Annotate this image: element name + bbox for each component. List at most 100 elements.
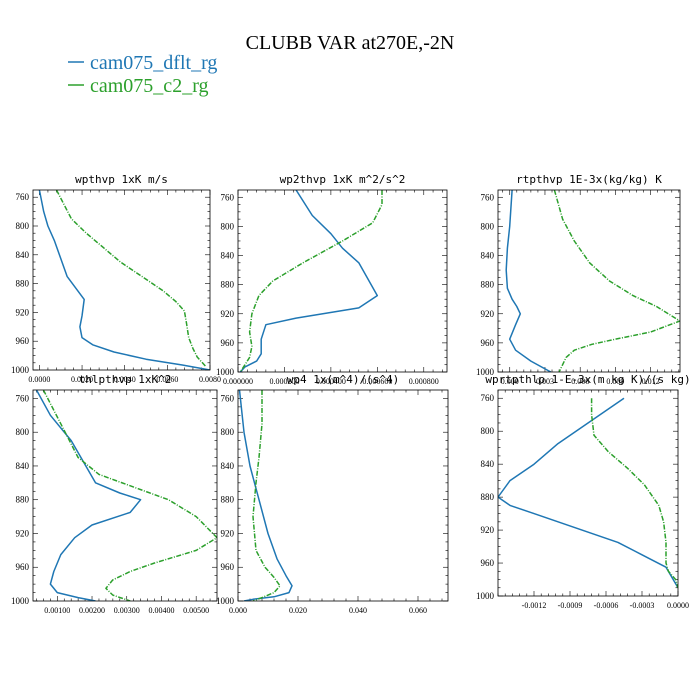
x-tick-label: 0.000800 bbox=[409, 377, 439, 386]
legend-label-c2: cam075_c2_rg bbox=[90, 75, 209, 97]
x-tick-label: 0.000400 bbox=[316, 377, 346, 386]
x-tick-label: 0.00100 bbox=[44, 606, 70, 615]
series-line-dflt bbox=[38, 190, 210, 370]
y-tick-label: 800 bbox=[16, 221, 30, 231]
y-tick-label: 800 bbox=[481, 426, 495, 436]
panel-title: wp4 1x(m^4)/(s^4) bbox=[287, 373, 400, 386]
plot-frame bbox=[497, 389, 679, 597]
legend: cam075_dflt_rg cam075_c2_rg bbox=[68, 52, 217, 97]
y-tick-label: 920 bbox=[16, 528, 30, 538]
y-tick-label: 920 bbox=[481, 309, 495, 319]
y-tick-label: 760 bbox=[481, 192, 495, 202]
y-tick-label: 840 bbox=[481, 459, 495, 469]
series-line-dflt bbox=[498, 397, 678, 589]
series-line-dflt bbox=[35, 390, 142, 601]
y-tick-label: 840 bbox=[221, 461, 235, 471]
x-tick-label: 0.00200 bbox=[79, 606, 105, 615]
plot-frame bbox=[497, 189, 681, 373]
y-tick-label: 960 bbox=[481, 338, 495, 348]
y-tick-label: 840 bbox=[481, 251, 495, 261]
x-tick-label: -0.0003 bbox=[630, 601, 655, 610]
y-tick-label: 920 bbox=[221, 309, 235, 319]
series-line-c2 bbox=[239, 190, 383, 372]
x-tick-label: 0.0000 bbox=[28, 375, 50, 384]
plot-frame bbox=[237, 389, 449, 602]
x-tick-label: 0.020 bbox=[289, 606, 307, 615]
y-tick-label: 840 bbox=[16, 250, 30, 260]
y-tick-label: 840 bbox=[221, 251, 235, 261]
y-tick-label: 960 bbox=[221, 338, 235, 348]
panel-title: wpthvp 1xK m/s bbox=[75, 173, 168, 186]
figure-title: CLUBB VAR at270E,-2N bbox=[246, 32, 455, 54]
panel-6: wprtpthlp 1-E-3x(m kg K)/(s kg) 760 800 840… bbox=[476, 373, 691, 610]
panels: wpthvp 1xK m/s76080084088092096010000.00… bbox=[11, 173, 691, 615]
y-tick-label: 880 bbox=[221, 495, 235, 505]
y-tick-label: 1000 bbox=[476, 591, 495, 601]
series-line-c2 bbox=[42, 390, 217, 601]
series-line-c2 bbox=[55, 190, 207, 367]
legend-label-dflt: cam075_dflt_rg bbox=[90, 52, 217, 74]
panel-3: rtpthvp 1E-3x(kg/kg) K 760 800 840 880 920 960… bbox=[476, 173, 681, 386]
x-tick-label: 0.060 bbox=[409, 606, 427, 615]
y-tick-label: 920 bbox=[16, 307, 30, 317]
y-tick-label: 880 bbox=[481, 492, 495, 502]
y-tick-label: 960 bbox=[16, 336, 30, 346]
panel-title: rtpthvp 1E-3x(kg/kg) K bbox=[516, 173, 662, 186]
panel-5: wp4 1x(m^4)/(s^4)76080084088092096010000… bbox=[216, 373, 449, 615]
series-line-c2 bbox=[252, 390, 281, 601]
y-tick-label: 760 bbox=[221, 192, 235, 202]
y-tick-label: 880 bbox=[221, 280, 235, 290]
x-tick-label: -0.0006 bbox=[594, 601, 619, 610]
y-tick-label: 760 bbox=[481, 393, 495, 403]
y-tick-label: 800 bbox=[221, 221, 235, 231]
x-tick-label: 0.040 bbox=[349, 606, 367, 615]
x-tick-label: 0.0080 bbox=[199, 375, 221, 384]
panel-4: thlpthvp 1xK^2 760 800 840 880 920 960 1000 0.00… bbox=[11, 373, 218, 615]
plot-frame bbox=[32, 389, 218, 602]
x-tick-label: 0.0040 bbox=[114, 375, 136, 384]
series-line-dflt bbox=[505, 190, 552, 372]
series-line-dflt bbox=[239, 190, 379, 372]
x-tick-label: 0.006 bbox=[571, 377, 589, 386]
x-tick-label: 0.000000 bbox=[223, 377, 253, 386]
panel-1: wpthvp 1xK m/s76080084088092096010000.00… bbox=[11, 173, 221, 384]
x-tick-label: 0.00500 bbox=[183, 606, 209, 615]
x-tick-label: -0.0009 bbox=[558, 601, 583, 610]
x-tick-label: 0.00300 bbox=[114, 606, 140, 615]
plot-frame bbox=[237, 189, 448, 373]
y-tick-label: 1000 bbox=[476, 367, 495, 377]
x-tick-label: 0.000200 bbox=[269, 377, 299, 386]
plot-frame bbox=[32, 189, 211, 371]
x-tick-label: 0.00400 bbox=[148, 606, 174, 615]
y-tick-label: 880 bbox=[481, 280, 495, 290]
series-line-c2 bbox=[553, 190, 680, 372]
x-tick-label: 0.009 bbox=[606, 377, 624, 386]
y-tick-label: 1000 bbox=[11, 596, 30, 606]
panel-title: thlpthvp 1xK^2 bbox=[79, 373, 172, 386]
y-tick-label: 800 bbox=[16, 427, 30, 437]
y-tick-label: 1000 bbox=[216, 596, 235, 606]
y-tick-label: 760 bbox=[221, 393, 235, 403]
x-tick-label: 0.000600 bbox=[362, 377, 392, 386]
x-tick-label: 0.003 bbox=[536, 377, 554, 386]
y-tick-label: 760 bbox=[16, 393, 30, 403]
y-tick-label: 960 bbox=[16, 562, 30, 572]
y-tick-label: 920 bbox=[481, 525, 495, 535]
panel-title: wp2thvp 1xK m^2/s^2 bbox=[280, 173, 406, 186]
panel-2: wp2thvp 1xK m^2/s^2 760 800 840 880 920 960 100… bbox=[216, 173, 448, 386]
x-tick-label: 0.0060 bbox=[156, 375, 178, 384]
x-tick-label: 0.0020 bbox=[71, 375, 93, 384]
y-tick-label: 920 bbox=[221, 528, 235, 538]
y-tick-label: 960 bbox=[481, 558, 495, 568]
x-tick-label: -0.0012 bbox=[522, 601, 547, 610]
y-tick-label: 880 bbox=[16, 279, 30, 289]
y-tick-label: 840 bbox=[16, 461, 30, 471]
x-tick-label: 0.000 bbox=[501, 377, 519, 386]
y-tick-label: 1000 bbox=[216, 367, 235, 377]
y-tick-label: 960 bbox=[221, 562, 235, 572]
x-tick-label: 0.0000 bbox=[667, 601, 689, 610]
series-line-dflt bbox=[238, 390, 293, 601]
y-tick-label: 760 bbox=[16, 192, 30, 202]
panel-title: wprtpthlp 1-E-3x(m kg K)/(s kg) bbox=[485, 373, 690, 386]
